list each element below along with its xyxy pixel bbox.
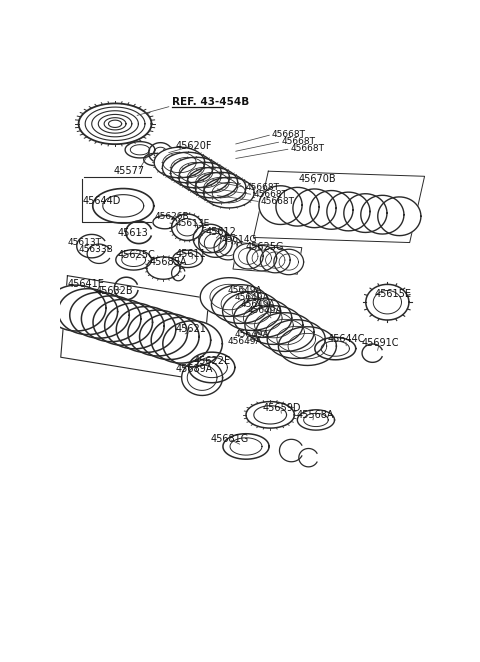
Text: 45625C: 45625C — [118, 250, 156, 260]
Polygon shape — [259, 186, 302, 224]
Text: 45611: 45611 — [175, 249, 206, 259]
Text: 45625G: 45625G — [246, 242, 285, 252]
Text: 45681G: 45681G — [211, 434, 249, 444]
Text: 45632B: 45632B — [96, 286, 133, 296]
Polygon shape — [195, 172, 246, 203]
Polygon shape — [211, 285, 269, 324]
Polygon shape — [93, 299, 153, 346]
Text: 45659D: 45659D — [263, 403, 301, 413]
Text: 45670B: 45670B — [298, 174, 336, 184]
Text: 45691C: 45691C — [361, 338, 399, 348]
Polygon shape — [276, 187, 319, 226]
Polygon shape — [163, 321, 222, 367]
Polygon shape — [148, 142, 172, 163]
Polygon shape — [128, 310, 187, 356]
Text: 45613T: 45613T — [67, 238, 101, 247]
Polygon shape — [256, 312, 314, 352]
Text: 45649A: 45649A — [228, 287, 262, 295]
Polygon shape — [105, 303, 164, 349]
Polygon shape — [223, 292, 281, 330]
Text: 45568A: 45568A — [296, 410, 334, 420]
Polygon shape — [204, 177, 254, 208]
Polygon shape — [245, 306, 303, 344]
Polygon shape — [344, 194, 387, 232]
Polygon shape — [151, 317, 211, 363]
Text: 45626B: 45626B — [155, 212, 190, 220]
Text: 45641E: 45641E — [67, 279, 104, 289]
Polygon shape — [200, 277, 258, 316]
Polygon shape — [154, 147, 205, 178]
Text: 45620F: 45620F — [175, 141, 212, 151]
Text: 45613: 45613 — [118, 228, 148, 238]
Text: 45689A: 45689A — [175, 364, 213, 374]
Polygon shape — [274, 250, 304, 275]
Polygon shape — [278, 327, 336, 365]
Polygon shape — [58, 289, 118, 334]
Polygon shape — [361, 195, 404, 234]
Text: 45668T: 45668T — [261, 197, 295, 207]
Text: 45649A: 45649A — [228, 337, 262, 346]
Text: REF. 43-454B: REF. 43-454B — [172, 97, 249, 107]
Polygon shape — [260, 248, 290, 273]
Text: 45612: 45612 — [205, 227, 236, 238]
Polygon shape — [267, 320, 325, 358]
Polygon shape — [70, 292, 129, 338]
Text: 45622E: 45622E — [194, 355, 231, 366]
Text: 45649A: 45649A — [241, 300, 276, 308]
Polygon shape — [247, 246, 276, 271]
Text: 45649A: 45649A — [234, 293, 269, 302]
Text: 45644C: 45644C — [328, 334, 365, 344]
Polygon shape — [179, 162, 229, 193]
Polygon shape — [82, 296, 141, 342]
Text: 45668T: 45668T — [253, 190, 288, 199]
Polygon shape — [310, 191, 353, 229]
Polygon shape — [170, 158, 221, 188]
Polygon shape — [327, 192, 370, 231]
Text: 45668T: 45668T — [272, 130, 306, 139]
Polygon shape — [47, 285, 106, 331]
Text: 45621: 45621 — [175, 324, 206, 334]
Polygon shape — [116, 307, 176, 352]
Text: 45649A: 45649A — [248, 307, 282, 315]
Polygon shape — [140, 314, 199, 359]
Text: 45668T: 45668T — [290, 144, 324, 154]
Polygon shape — [233, 244, 263, 269]
Text: 45633B: 45633B — [79, 245, 113, 254]
Polygon shape — [378, 197, 421, 236]
Text: 45668T: 45668T — [281, 137, 315, 146]
Polygon shape — [187, 167, 238, 198]
Text: 45614G: 45614G — [222, 235, 257, 244]
Text: 45649A: 45649A — [234, 330, 269, 339]
Text: 45577: 45577 — [114, 166, 145, 176]
Polygon shape — [234, 299, 292, 338]
Polygon shape — [181, 360, 223, 395]
Polygon shape — [162, 152, 213, 183]
Text: 45685A: 45685A — [149, 257, 187, 267]
Text: 45668T: 45668T — [246, 183, 280, 192]
Text: 45613E: 45613E — [175, 218, 210, 228]
Text: 45644D: 45644D — [83, 196, 120, 206]
Polygon shape — [293, 189, 336, 228]
Text: 45615E: 45615E — [374, 289, 411, 299]
